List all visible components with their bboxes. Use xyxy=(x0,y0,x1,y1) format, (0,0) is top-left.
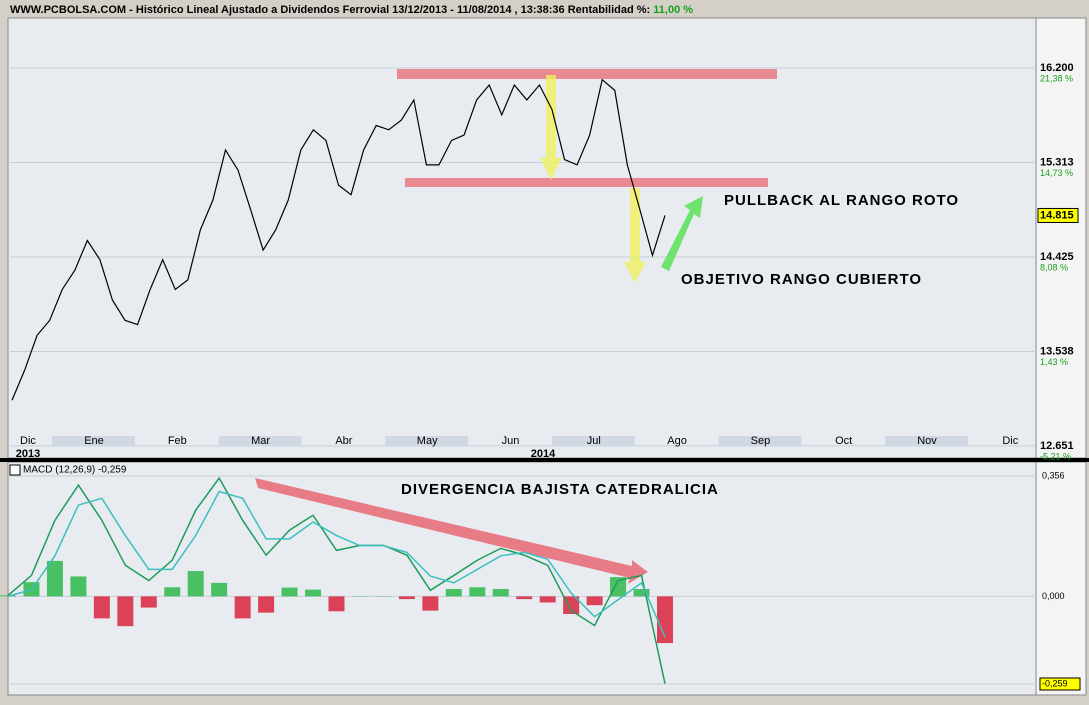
annotation: DIVERGENCIA BAJISTA CATEDRALICIA xyxy=(401,481,719,498)
x-tick-label: May xyxy=(417,435,438,447)
pct-label: 1,43 % xyxy=(1040,357,1068,367)
histogram-bar xyxy=(446,589,462,596)
histogram-bar xyxy=(94,596,110,618)
pct-label: -5,21 % xyxy=(1040,451,1071,461)
y-tick-label: 14.425 xyxy=(1040,251,1074,263)
x-tick-label: Mar xyxy=(251,435,270,447)
annotation: PULLBACK AL RANGO ROTO xyxy=(724,192,959,209)
x-tick-label: Sep xyxy=(751,435,771,447)
y-tick-label: 15.313 xyxy=(1040,156,1074,168)
title-text: WWW.PCBOLSA.COM - Histórico Lineal Ajust… xyxy=(10,4,650,16)
year-label: 2013 xyxy=(16,448,40,460)
histogram-bar xyxy=(70,576,86,596)
histogram-bar xyxy=(305,590,321,597)
y-tick-label: 13.538 xyxy=(1040,345,1074,357)
x-tick-label: Dic xyxy=(1002,435,1018,447)
pct-label: 8,08 % xyxy=(1040,262,1068,272)
last-price: 14.815 xyxy=(1040,209,1074,221)
y-tick-label: 12.651 xyxy=(1040,440,1074,452)
y-tick-label: -0,259 xyxy=(1042,678,1068,688)
histogram-bar xyxy=(47,561,63,597)
macd-axis xyxy=(1036,462,1086,695)
histogram-bar xyxy=(587,596,603,605)
pct-label: 21,38 % xyxy=(1040,73,1073,83)
x-tick-label: Feb xyxy=(168,435,187,447)
x-tick-label: Oct xyxy=(835,435,852,447)
histogram-bar xyxy=(141,596,157,607)
histogram-bar xyxy=(164,587,180,596)
histogram-bar xyxy=(188,571,204,596)
x-tick-label: Ene xyxy=(84,435,104,447)
annotation: OBJETIVO RANGO CUBIERTO xyxy=(681,271,922,288)
y-tick-label: 16.200 xyxy=(1040,62,1074,74)
title: WWW.PCBOLSA.COM - Histórico Lineal Ajust… xyxy=(10,4,693,16)
histogram-bar xyxy=(469,587,485,596)
histogram-bar xyxy=(399,596,415,599)
histogram-bar xyxy=(258,596,274,612)
histogram-bar xyxy=(235,596,251,618)
macd-label: MACD (12,26,9) -0,259 xyxy=(23,465,127,476)
histogram-bar xyxy=(211,583,227,597)
x-tick-label: Jun xyxy=(502,435,520,447)
close-box[interactable] xyxy=(10,465,20,475)
histogram-bar xyxy=(329,596,345,611)
x-tick-label: Jul xyxy=(587,435,601,447)
histogram-bar xyxy=(493,589,509,596)
range-top xyxy=(397,69,777,79)
x-tick-label: Ago xyxy=(667,435,687,447)
histogram-bar xyxy=(117,596,133,626)
histogram-bar xyxy=(540,596,556,602)
x-tick-label: Nov xyxy=(917,435,937,447)
y-tick-label: 0,356 xyxy=(1042,470,1065,480)
histogram-bar xyxy=(516,596,532,599)
histogram-bar xyxy=(422,596,438,610)
year-label: 2014 xyxy=(531,448,556,460)
x-tick-label: Dic xyxy=(20,435,36,447)
chart-title: WWW.PCBOLSA.COM - Histórico Lineal Ajust… xyxy=(10,4,693,16)
histogram-bar xyxy=(282,588,298,597)
x-tick-label: Abr xyxy=(335,435,352,447)
price-axis xyxy=(1036,18,1086,458)
return-label: 11,00 % xyxy=(653,4,693,16)
y-tick-label: 0,000 xyxy=(1042,591,1065,601)
pct-label: 14,73 % xyxy=(1040,168,1073,178)
price-panel xyxy=(8,18,1036,458)
range-bottom xyxy=(405,178,768,187)
